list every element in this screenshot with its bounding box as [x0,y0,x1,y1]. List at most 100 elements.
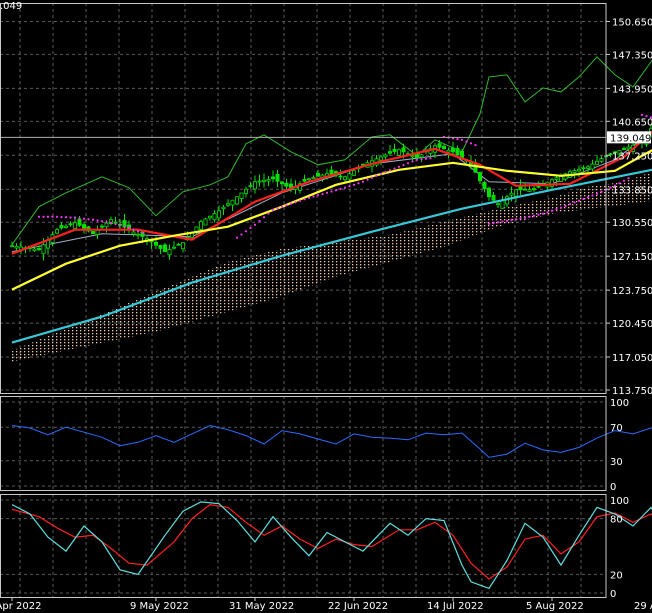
stochastic-signal-line [11,503,652,580]
sar-dot [312,195,315,198]
price-axis-label: 113.750 [612,386,652,397]
sar-dot [348,185,351,188]
sar-dot [298,199,302,202]
candle-body [387,151,392,154]
candle-body [95,229,100,235]
candle-body [311,177,316,179]
candle-body [446,149,451,153]
sar-dot [127,226,131,229]
candle-body [306,178,311,181]
sar-dot [465,140,468,143]
sar-dot [393,167,396,170]
rsi-axis-label: 0 [610,482,616,493]
stochastic-main-line [11,501,652,590]
stochastic-axis-label: 20 [610,570,623,581]
sar-dot [240,233,243,236]
candle-body [9,245,14,248]
sar-dot [235,236,239,239]
sar-dot [64,216,68,219]
sar-dot [591,194,594,197]
sar-dot [474,143,477,147]
price-axis-label: 123.750 [612,286,652,297]
sar-dot [339,187,342,191]
sar-dot [586,196,590,199]
price-axis-label: 133.850 [612,185,652,196]
price-axis-label: 143.950 [612,84,652,95]
candle-body [495,203,500,206]
candle-body [459,150,464,159]
sar-dot [343,186,347,189]
sar-dot [415,158,419,161]
sar-dot [96,219,99,222]
sar-dot [406,162,410,165]
sar-dot [528,215,531,218]
sar-dot [114,222,117,226]
sar-dot [537,213,540,216]
sar-dot [564,204,567,208]
sar-dot [582,197,585,201]
sar-dot [280,205,284,208]
candle-body [167,249,172,256]
stochastic-panel[interactable] [0,494,652,597]
candle-body [248,185,253,187]
sar-dot [559,206,563,209]
candle-body [37,248,42,251]
sar-dot [487,222,491,225]
candle-body [581,167,586,170]
candle-body [243,188,248,194]
sar-dot [402,163,405,167]
sar-dot [42,215,45,218]
candle-body [626,146,631,150]
candle-body [315,172,320,177]
sar-dot [595,192,599,195]
candle-body [171,246,176,249]
candle-body [55,229,60,234]
sar-dot [541,212,545,215]
time-axis-label: 9 May 2022 [130,601,189,612]
sar-dot [352,183,356,186]
ichimoku-cloud [12,171,652,362]
candle-body [212,213,217,221]
time-axis-label: 5 Aug 2022 [526,601,584,612]
sar-dot [73,216,77,219]
sar-dot [361,180,365,183]
candle-body [239,192,244,199]
price-panel[interactable]: 139.049 [0,3,652,393]
sar-dot [492,221,495,225]
sar-dot [123,225,126,228]
price-axis-label: 150.650 [612,17,652,28]
sar-dot [460,138,464,141]
sar-dot [109,221,113,224]
sar-dot [267,212,270,215]
candle-body [347,173,352,180]
candle-body [297,183,302,191]
candle-body [257,180,262,183]
candle-body [392,148,397,152]
candle-body [608,153,613,156]
candle-body [491,194,496,201]
sar-dot [532,214,536,217]
tenkan-line [11,130,652,253]
price-axis-label: 127.150 [612,252,652,263]
candle-body [360,163,365,166]
candle-body [572,170,577,173]
sar-dot [325,191,329,194]
current-price-label: 139.049 [610,133,651,144]
candle-body [198,221,203,230]
frames: 150.650 147.350 143.950 140.650 137.250 133.8… [0,3,652,612]
sar-dot [645,115,648,118]
time-axis-label: 14 Jul 2022 [427,601,484,612]
sar-dot [285,204,288,207]
sar-dot [60,215,63,219]
candle-body [595,160,600,165]
candle-body [477,172,482,182]
time-axis-label: 31 May 2022 [229,601,294,612]
candle-body [270,176,275,180]
sar-dot [357,182,360,185]
candle-body [437,143,442,148]
time-axis-label: 22 Jun 2022 [328,601,388,612]
rsi-panel[interactable] [0,396,652,490]
candle-body [338,175,343,178]
rsi-line [11,424,652,458]
candle-body [455,148,460,156]
